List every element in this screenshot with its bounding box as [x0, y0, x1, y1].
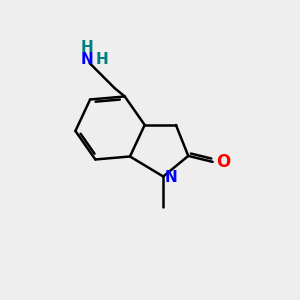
Text: O: O [216, 153, 230, 171]
Text: H: H [80, 40, 93, 55]
Text: N: N [165, 170, 178, 185]
Text: H: H [96, 52, 108, 67]
Text: N: N [80, 52, 93, 67]
